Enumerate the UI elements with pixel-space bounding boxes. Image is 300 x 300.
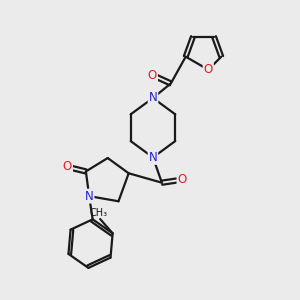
Text: O: O bbox=[63, 160, 72, 173]
Text: N: N bbox=[85, 190, 94, 202]
Text: O: O bbox=[204, 63, 213, 76]
Text: CH₃: CH₃ bbox=[90, 208, 108, 218]
Text: O: O bbox=[178, 173, 187, 186]
Text: N: N bbox=[148, 92, 157, 104]
Text: O: O bbox=[148, 69, 157, 82]
Text: N: N bbox=[148, 151, 157, 164]
